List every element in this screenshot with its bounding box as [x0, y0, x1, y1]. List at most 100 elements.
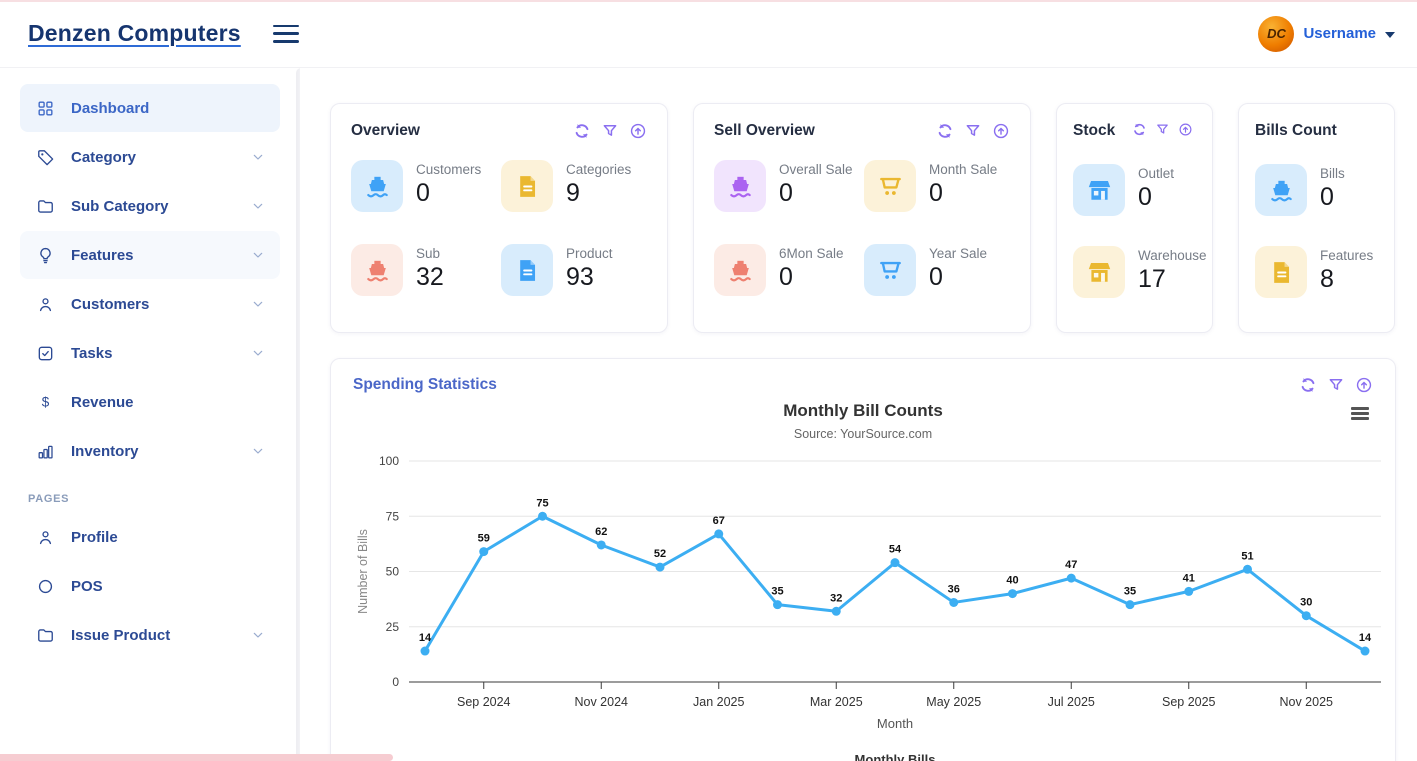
- svg-text:Nov 2025: Nov 2025: [1279, 695, 1333, 709]
- username-dropdown[interactable]: Username: [1303, 25, 1376, 42]
- stat-label: Month Sale: [929, 162, 998, 177]
- sidebar-item-issue-product[interactable]: Issue Product: [20, 611, 280, 659]
- stat-value: 8: [1320, 265, 1334, 293]
- chevron-down-icon: [250, 149, 266, 165]
- spending-statistics-card: Spending Statistics Monthly Bill Counts …: [330, 358, 1396, 761]
- stat-value: 93: [566, 263, 594, 291]
- data-label: 36: [948, 583, 960, 595]
- bulb-icon: [36, 246, 55, 265]
- chart-legend[interactable]: Monthly Bills: [855, 752, 936, 761]
- stat-categories: Categories 9: [501, 160, 647, 212]
- refresh-icon[interactable]: [1132, 122, 1150, 140]
- sidebar-item-revenue[interactable]: $ Revenue: [20, 378, 280, 426]
- chevron-down-icon: [250, 443, 266, 459]
- export-icon[interactable]: [629, 122, 647, 140]
- top-accent-strip: [0, 0, 1417, 2]
- svg-text:Jan 2025: Jan 2025: [693, 695, 744, 709]
- person-icon: [36, 528, 55, 547]
- cart-icon: [864, 244, 916, 296]
- chevron-down-icon: [250, 345, 266, 361]
- card-stock: Stock Outlet 0 Warehouse 17: [1056, 103, 1213, 333]
- chevron-down-icon: [250, 198, 266, 214]
- data-point[interactable]: [831, 606, 841, 616]
- data-label: 35: [771, 586, 783, 598]
- data-label: 35: [1124, 586, 1136, 598]
- data-point[interactable]: [655, 562, 665, 572]
- data-point[interactable]: [538, 511, 547, 521]
- sidebar-item-customers[interactable]: Customers: [20, 280, 280, 328]
- dollar-icon: $: [36, 393, 55, 412]
- card-bills-count: Bills Count Bills 0 Features 8: [1238, 103, 1395, 333]
- sidebar-item-tasks[interactable]: Tasks: [20, 329, 280, 377]
- stat-label: Bills: [1320, 166, 1345, 181]
- main-content: Overview Customers 0 Categories 9 Sub 32 Produc…: [300, 68, 1417, 761]
- filter-icon[interactable]: [601, 122, 619, 140]
- chevron-down-icon: [250, 627, 266, 643]
- sidebar-item-dashboard[interactable]: Dashboard: [20, 84, 280, 132]
- sidebar-nav: Dashboard Category Sub Category Features Cus…: [0, 84, 300, 659]
- data-point[interactable]: [890, 558, 900, 568]
- data-point[interactable]: [1125, 600, 1135, 610]
- sidebar-item-sub-category[interactable]: Sub Category: [20, 182, 280, 230]
- data-point[interactable]: [1360, 646, 1370, 656]
- data-label: 75: [536, 497, 548, 509]
- sidebar-item-pos[interactable]: POS: [20, 562, 280, 610]
- sidebar-item-profile[interactable]: Profile: [20, 513, 280, 561]
- panel-title: Spending Statistics: [353, 376, 497, 393]
- data-point[interactable]: [1243, 564, 1252, 574]
- data-point[interactable]: [596, 540, 606, 550]
- export-icon[interactable]: [992, 122, 1010, 140]
- sidebar-item-features[interactable]: Features: [20, 231, 280, 279]
- filter-icon[interactable]: [964, 122, 982, 140]
- export-icon[interactable]: [1178, 122, 1196, 140]
- bars-icon: [36, 442, 55, 461]
- card-actions: [936, 122, 1010, 140]
- circle-icon: [36, 577, 55, 596]
- refresh-icon[interactable]: [936, 122, 954, 140]
- card-title: Sell Overview: [714, 122, 815, 139]
- avatar[interactable]: DC: [1258, 15, 1295, 52]
- brand-link[interactable]: Denzen Computers: [28, 20, 241, 46]
- folder-icon: [36, 626, 55, 645]
- data-label: 59: [478, 533, 490, 545]
- svg-text:Jul 2025: Jul 2025: [1048, 695, 1095, 709]
- data-point[interactable]: [1066, 573, 1076, 583]
- filter-icon[interactable]: [1327, 376, 1345, 394]
- data-point[interactable]: [1184, 586, 1194, 596]
- export-icon[interactable]: [1355, 376, 1373, 394]
- card-overview: Overview Customers 0 Categories 9 Sub 32 Produc…: [330, 103, 668, 333]
- horizontal-scrollbar-thumb[interactable]: [0, 754, 393, 761]
- data-label: 41: [1183, 572, 1195, 584]
- stat-value: 32: [416, 263, 444, 291]
- data-label: 30: [1300, 597, 1312, 609]
- data-label: 62: [595, 526, 607, 538]
- chevron-down-icon: [250, 296, 266, 312]
- data-label: 32: [830, 592, 842, 604]
- sidebar-item-category[interactable]: Category: [20, 133, 280, 181]
- stat-customers: Customers 0: [351, 160, 497, 212]
- data-point[interactable]: [773, 600, 782, 610]
- stat-label: 6Mon Sale: [779, 246, 844, 261]
- data-point[interactable]: [949, 597, 959, 607]
- data-point[interactable]: [714, 529, 724, 539]
- person-icon: [36, 295, 55, 314]
- data-point[interactable]: [479, 547, 489, 557]
- sidebar-item-inventory[interactable]: Inventory: [20, 427, 280, 475]
- refresh-icon[interactable]: [573, 122, 591, 140]
- filter-icon[interactable]: [1155, 122, 1173, 140]
- menu-toggle-icon[interactable]: [272, 24, 299, 43]
- chart-context-menu-button[interactable]: [1351, 407, 1369, 420]
- svg-text:Nov 2024: Nov 2024: [574, 695, 628, 709]
- svg-text:50: 50: [386, 565, 400, 579]
- document-icon: [501, 244, 553, 296]
- stat-value: 0: [1320, 183, 1334, 211]
- stat-label: Sub: [416, 246, 441, 261]
- data-point[interactable]: [1008, 589, 1017, 599]
- data-point[interactable]: [420, 646, 430, 656]
- data-point[interactable]: [1301, 611, 1311, 621]
- refresh-icon[interactable]: [1299, 376, 1317, 394]
- stat-features: Features 8: [1255, 246, 1378, 298]
- data-label: 47: [1065, 559, 1077, 571]
- chevron-down-icon: [250, 247, 266, 263]
- svg-text:$: $: [42, 394, 50, 409]
